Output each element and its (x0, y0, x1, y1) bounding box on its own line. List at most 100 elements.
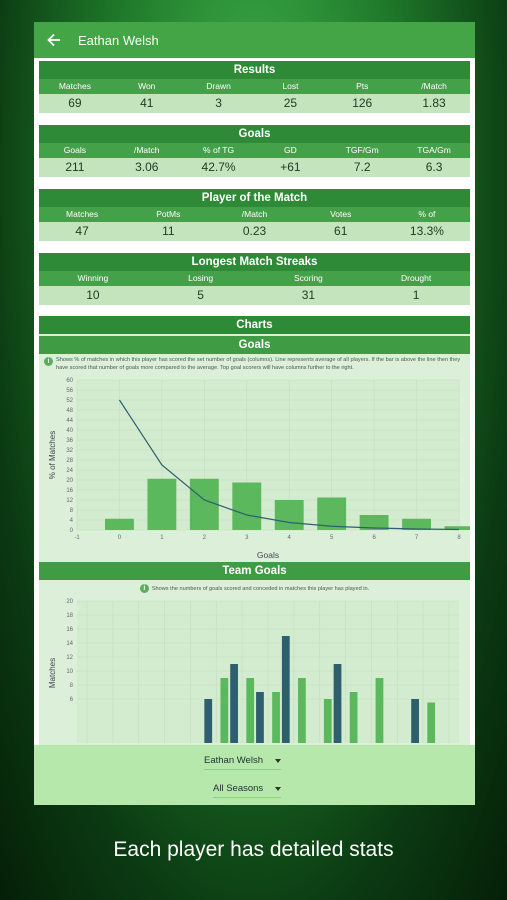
goals-card: Goals Goals /Match % of TG GD TGF/Gm TGA… (39, 125, 470, 177)
y-tick-label: 8 (70, 508, 74, 514)
charts-title: Charts (39, 316, 470, 334)
y-tick-label: 44 (66, 418, 73, 424)
potm-headers: Matches PotMs /Match Votes % of (39, 207, 470, 222)
results-value: 41 (140, 96, 154, 110)
results-value: 3 (215, 96, 222, 110)
dropdown-arrow-icon (275, 786, 282, 791)
goals-header: Goals (63, 145, 87, 155)
goals-value: 211 (65, 160, 85, 174)
bar (402, 518, 431, 530)
bar (204, 699, 213, 743)
y-tick-label: 14 (66, 641, 73, 647)
bar (189, 478, 219, 530)
y-tick-label: 20 (66, 599, 73, 605)
goals-header: /Match (133, 145, 160, 155)
x-tick-label: 5 (330, 535, 334, 541)
bar (105, 518, 134, 530)
bar (333, 664, 342, 743)
y-tick-label: 18 (66, 613, 73, 619)
goals-header: GD (284, 145, 297, 155)
potm-header: /Match (241, 209, 268, 219)
streaks-header: Drought (401, 273, 432, 283)
goals-value: 7.2 (353, 160, 371, 174)
streaks-value: 10 (86, 288, 100, 302)
y-tick-label: 32 (66, 448, 73, 454)
results-value: 69 (68, 96, 82, 110)
potm-value: 0.23 (242, 224, 267, 238)
potm-header: Votes (330, 209, 352, 219)
plot-area (77, 380, 459, 530)
results-header: Drawn (206, 81, 231, 91)
results-values: 69 41 3 25 126 1.83 (39, 94, 470, 113)
promo-caption: Each player has detailed stats (113, 838, 394, 861)
bar (298, 678, 306, 743)
y-tick-label: 12 (66, 655, 73, 661)
streaks-header: Scoring (293, 273, 323, 283)
bar (359, 515, 389, 530)
y-axis-label: % of Matches (48, 431, 57, 479)
streaks-value: 31 (301, 288, 316, 302)
player-dropdown-value: Eathan Welsh (204, 755, 263, 766)
x-axis-label: Goals (257, 550, 279, 560)
results-value: 126 (352, 96, 373, 110)
goals-chart-description: i Shows % of matches in which this playe… (39, 354, 470, 372)
bar (230, 664, 238, 743)
potm-header: Matches (66, 209, 99, 219)
y-tick-label: 36 (66, 438, 73, 444)
results-header: Pts (356, 81, 369, 91)
y-tick-label: 28 (66, 458, 73, 464)
y-tick-label: 24 (66, 468, 73, 474)
x-tick-label: 6 (372, 535, 376, 541)
bar (349, 692, 358, 743)
streaks-headers: Winning Losing Scoring Drought (39, 271, 470, 286)
goals-header: TGA/Gm (417, 145, 451, 155)
streaks-header: Losing (188, 273, 214, 283)
phone-screen: Eathan Welsh Results Matches Won Drawn L… (34, 22, 475, 805)
x-tick-label: 4 (288, 535, 292, 541)
season-dropdown[interactable]: All Seasons (213, 783, 282, 798)
season-dropdown-value: All Seasons (213, 783, 264, 794)
y-tick-label: 0 (70, 528, 74, 534)
info-icon[interactable]: i (139, 584, 149, 593)
y-axis-label: Matches (48, 658, 57, 688)
goals-values: 211 3.06 42.7% +61 7.2 6.3 (39, 158, 470, 177)
bar (272, 692, 280, 743)
goals-title: Goals (39, 125, 470, 143)
y-tick-label: 10 (66, 669, 73, 675)
goals-value: +61 (280, 160, 301, 174)
streaks-header: Winning (77, 273, 109, 283)
bar (375, 678, 384, 743)
y-tick-label: 4 (70, 518, 74, 524)
x-tick-label: -1 (74, 535, 80, 541)
goals-headers: Goals /Match % of TG GD TGF/Gm TGA/Gm (39, 143, 470, 158)
bar (232, 482, 262, 530)
potm-header: % of (418, 209, 436, 219)
potm-value: 47 (75, 224, 89, 238)
info-icon[interactable]: i (44, 357, 53, 366)
streaks-title: Longest Match Streaks (39, 253, 470, 271)
goals-value: 42.7% (201, 160, 236, 174)
goals-header: TGF/Gm (345, 145, 379, 155)
back-arrow-icon[interactable] (44, 30, 64, 50)
bar (411, 699, 419, 743)
potm-value: 11 (162, 224, 175, 238)
potm-values: 47 11 0.23 61 13.3% (39, 222, 470, 241)
bar (427, 702, 436, 743)
bar (147, 478, 177, 530)
results-header: /Match (421, 81, 447, 91)
bar (317, 497, 347, 530)
bar (281, 636, 290, 743)
player-dropdown[interactable]: Eathan Welsh (204, 755, 281, 770)
app-bar: Eathan Welsh (34, 22, 475, 58)
charts-card: Charts Goals i Shows % of matches in whi… (39, 316, 470, 776)
stats-content[interactable]: Results Matches Won Drawn Lost Pts /Matc… (34, 58, 475, 805)
x-tick-label: 8 (457, 535, 461, 541)
y-tick-label: 52 (66, 398, 73, 404)
average-line (118, 399, 460, 531)
y-tick-label: 8 (70, 683, 74, 689)
bar (444, 526, 470, 530)
team-goals-chart-description: i Shows the numbers of goals scored and c… (39, 580, 470, 593)
dropdown-underline (204, 769, 281, 770)
streaks-value: 5 (197, 288, 204, 302)
bar (246, 678, 255, 743)
